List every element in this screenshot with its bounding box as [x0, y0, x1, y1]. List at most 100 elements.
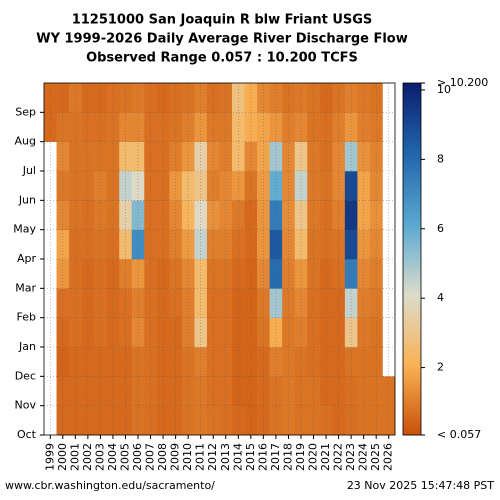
heat-cell: [257, 347, 270, 377]
x-tick-label: 2023: [344, 443, 357, 471]
heat-cell: [319, 347, 333, 377]
heat-cell: [119, 112, 133, 142]
heat-cell: [131, 259, 145, 289]
heat-cell: [156, 83, 170, 113]
heat-cell: [131, 288, 145, 318]
heat-cell: [232, 83, 245, 113]
colorbar-step: [403, 83, 421, 87]
heat-cell: [94, 347, 107, 377]
heat-cell: [219, 288, 233, 318]
colorbar-step: [403, 329, 421, 333]
heat-cell: [56, 83, 70, 113]
heat-cell: [344, 112, 358, 142]
colorbar-step: [403, 121, 421, 125]
heat-cell: [307, 259, 321, 289]
x-tick-label: 2012: [206, 443, 219, 471]
heat-cell: [119, 83, 133, 113]
heat-cell: [357, 83, 371, 113]
heat-cell: [106, 376, 120, 406]
colorbar-step: [403, 132, 421, 137]
colorbar-step: [403, 191, 421, 195]
heat-cell: [156, 347, 170, 377]
heat-cell: [119, 288, 133, 318]
colorbar-step: [403, 317, 421, 321]
heat-cell: [156, 376, 170, 406]
heat-cell: [181, 83, 195, 113]
colorbar-tick-label: 2: [437, 361, 444, 374]
colorbar-step: [403, 273, 421, 277]
heat-cell: [269, 347, 283, 377]
heat-cell: [56, 405, 70, 436]
heat-cell: [244, 347, 258, 377]
chart-title: WY 1999-2026 Daily Average River Dischar…: [36, 32, 408, 47]
heat-cell: [119, 376, 133, 406]
heat-cell: [294, 405, 308, 436]
colorbar-step: [403, 185, 421, 189]
heat-cell: [319, 405, 333, 436]
colorbar-tick-label: < 0.057: [437, 428, 481, 441]
chart-title: Observed Range 0.057 : 10.200 TCFS: [86, 51, 358, 66]
colorbar-step: [403, 405, 421, 409]
heat-cell: [144, 83, 158, 113]
heat-cell: [357, 376, 371, 406]
heat-cell: [244, 83, 258, 113]
heat-cell: [319, 112, 333, 142]
x-tick-label: 2022: [332, 443, 345, 471]
heat-cell: [219, 347, 233, 377]
colorbar-step: [403, 203, 421, 207]
y-tick-label: Dec: [15, 369, 36, 382]
heat-cell: [56, 259, 70, 289]
heat-cell: [357, 288, 371, 318]
heat-cell: [181, 141, 195, 172]
heat-cell: [106, 141, 120, 172]
heat-cell: [232, 376, 245, 406]
colorbar-step: [403, 173, 421, 178]
colorbar-step: [403, 162, 421, 166]
colorbar-step: [403, 229, 421, 233]
heat-cell: [344, 259, 358, 289]
heat-cell: [244, 376, 258, 406]
heat-cell: [244, 259, 258, 289]
colorbar-step: [403, 349, 421, 354]
heat-cell: [244, 141, 258, 172]
heat-cell: [69, 259, 82, 289]
x-tick-label: 2006: [131, 443, 144, 471]
heat-cell: [369, 141, 383, 172]
colorbar-step: [403, 127, 421, 131]
colorbar-step: [403, 138, 421, 143]
heat-cell: [307, 288, 321, 318]
heat-cell: [81, 83, 95, 113]
heat-cell: [56, 288, 70, 318]
heat-cell: [69, 405, 82, 436]
heat-cell: [131, 141, 145, 172]
colorbar-step: [403, 379, 421, 383]
heat-cell: [382, 376, 396, 406]
heat-cell: [94, 83, 107, 113]
x-tick-label: 2005: [118, 443, 131, 471]
colorbar-step: [403, 182, 421, 187]
colorbar-step: [403, 420, 421, 424]
colorbar-step: [403, 323, 421, 327]
heat-cell: [344, 347, 358, 377]
heat-cell: [69, 83, 82, 113]
heat-cell: [81, 229, 95, 260]
heat-cell: [181, 405, 195, 436]
heat-cell: [282, 112, 296, 142]
heat-cell: [319, 83, 333, 113]
heat-cell: [332, 229, 346, 260]
heat-cell: [194, 405, 208, 436]
heat-cell: [244, 112, 258, 142]
heat-cell: [294, 347, 308, 377]
heat-cell: [294, 288, 308, 318]
colorbar-step: [403, 215, 421, 219]
heat-cell: [194, 259, 208, 289]
heat-cell: [106, 229, 120, 260]
colorbar-step: [403, 338, 421, 342]
colorbar-step: [403, 147, 421, 151]
heat-cell: [357, 141, 371, 172]
x-tick-label: 2007: [144, 443, 157, 471]
colorbar-step: [403, 297, 421, 301]
x-tick-label: 2004: [106, 443, 119, 471]
colorbar-step: [403, 165, 421, 169]
heat-cell: [307, 405, 321, 436]
